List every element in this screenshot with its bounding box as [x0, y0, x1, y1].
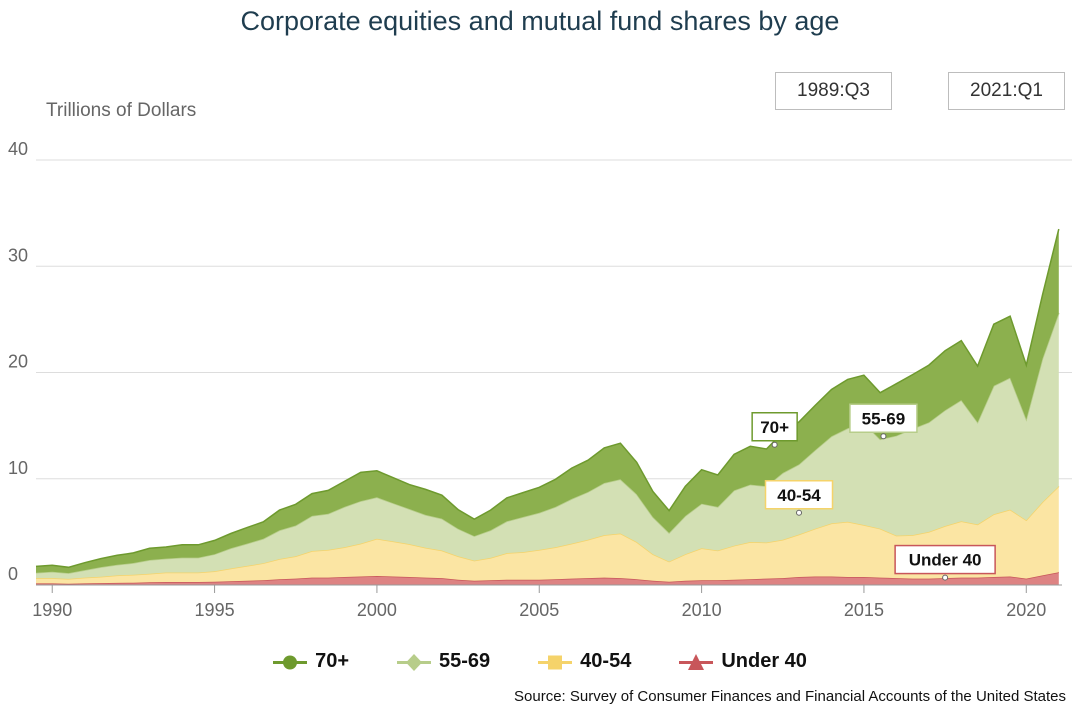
x-tick-label: 2005: [519, 600, 559, 620]
area-under-40: [36, 572, 1059, 585]
annotation-point: [796, 509, 803, 516]
x-tick-label: 1995: [195, 600, 235, 620]
annotation-point: [942, 574, 949, 581]
legend: 70+ 55-69 40-54 Under 40: [0, 650, 1080, 673]
x-tick-label: 2015: [844, 600, 884, 620]
legend-label: 55-69: [439, 650, 491, 672]
y-axis-label: Trillions of Dollars: [46, 100, 196, 121]
chart-title: Corporate equities and mutual fund share…: [240, 6, 840, 36]
diamond-icon: [397, 652, 432, 672]
annotation-label: 70+: [760, 418, 789, 437]
legend-item-70plus[interactable]: 70+: [273, 650, 349, 673]
annotation-label: 55-69: [862, 409, 905, 428]
legend-label: Under 40: [721, 650, 807, 672]
x-tick-label: 2010: [682, 600, 722, 620]
series-line-70-: [35, 228, 1060, 569]
circle-icon: [273, 652, 308, 672]
annotation-box: [751, 412, 798, 442]
x-tick-label: 2000: [357, 600, 397, 620]
square-icon: [538, 652, 573, 672]
annotation-box: [849, 403, 918, 433]
y-tick-label: 30: [8, 245, 28, 265]
legend-label: 70+: [315, 650, 350, 672]
source-note: Source: Survey of Consumer Finances and …: [514, 688, 1066, 705]
annotation-point: [771, 441, 778, 448]
area-40-54: [36, 486, 1059, 584]
annotation-point: [880, 433, 887, 440]
range-start-button[interactable]: 1989:Q3: [775, 72, 892, 110]
area-70-: [36, 229, 1059, 574]
y-tick-label: 0: [8, 564, 18, 584]
x-tick-label: 1990: [32, 600, 72, 620]
legend-label: 40-54: [580, 650, 632, 672]
legend-item-55-69[interactable]: 55-69: [397, 650, 490, 673]
y-tick-label: 40: [8, 139, 28, 159]
area-55-69: [36, 313, 1059, 579]
annotation-label: Under 40: [909, 551, 982, 570]
annotation-label: 40-54: [777, 486, 821, 505]
y-tick-label: 10: [8, 458, 28, 478]
series-line-under-40: [36, 571, 1059, 585]
legend-item-under-40[interactable]: Under 40: [679, 650, 807, 673]
x-tick-label: 2020: [1006, 600, 1046, 620]
triangle-icon: [679, 652, 714, 672]
annotation-box: [764, 480, 834, 510]
annotation-box: [894, 544, 996, 575]
range-end-button[interactable]: 2021:Q1: [948, 72, 1065, 110]
y-tick-label: 20: [8, 352, 28, 372]
legend-item-40-54[interactable]: 40-54: [538, 650, 631, 673]
